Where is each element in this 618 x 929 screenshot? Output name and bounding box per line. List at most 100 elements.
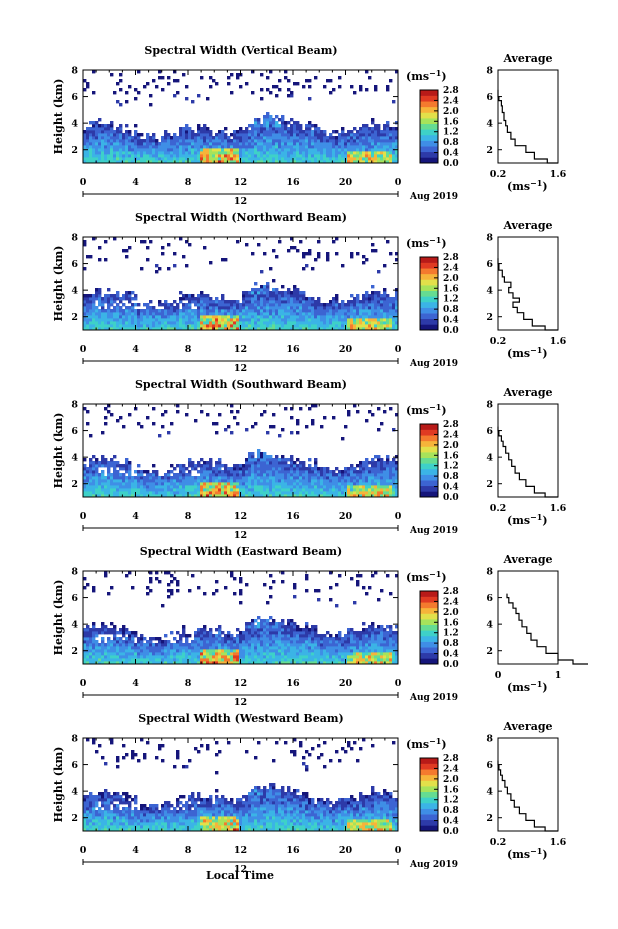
heatmap-cell: [356, 494, 360, 498]
heatmap-cell: [275, 309, 279, 313]
heatmap-cell: [266, 118, 270, 122]
heatmap-cell: [113, 327, 117, 331]
heatmap-cell: [158, 488, 162, 492]
heatmap-cell: [146, 491, 150, 495]
heatmap-cell: [104, 407, 108, 411]
heatmap-cell: [356, 312, 360, 316]
heatmap-cell: [338, 85, 342, 89]
heatmap-cell: [122, 482, 126, 486]
heatmap-cell: [272, 309, 276, 313]
heatmap-cell: [329, 303, 333, 307]
heatmap-cell: [245, 473, 249, 477]
heatmap-cell: [305, 151, 309, 155]
heatmap-cell: [302, 309, 306, 313]
heatmap-cell: [296, 318, 300, 322]
heatmap-cell: [374, 154, 378, 158]
heatmap-cell: [263, 479, 267, 483]
heatmap-cell: [308, 321, 312, 325]
heatmap-cell: [200, 145, 204, 149]
heatmap-cell: [128, 661, 132, 665]
heatmap-cell: [182, 151, 186, 155]
heatmap-cell: [251, 425, 255, 429]
heatmap-cell: [164, 479, 168, 483]
heatmap-cell: [212, 637, 216, 641]
heatmap-cell: [263, 130, 267, 134]
heatmap-cell: [224, 154, 228, 158]
heatmap-cell: [212, 154, 216, 158]
heatmap-cell: [281, 300, 285, 304]
heatmap-cell: [140, 157, 144, 161]
heatmap-cell: [371, 482, 375, 486]
heatmap-cell: [131, 649, 135, 653]
heatmap-cell: [323, 482, 327, 486]
heatmap-cell: [335, 482, 339, 486]
heatmap-cell: [296, 312, 300, 316]
heatmap-cell: [221, 652, 225, 656]
heatmap-cell: [326, 145, 330, 149]
heatmap-cell: [320, 312, 324, 316]
heatmap-cell: [293, 488, 297, 492]
heatmap-cell: [302, 252, 306, 256]
heatmap-cell: [371, 151, 375, 155]
heatmap-cell: [161, 160, 165, 164]
heatmap-cell: [338, 470, 342, 474]
heatmap-cell: [341, 154, 345, 158]
heatmap-cell: [170, 589, 174, 593]
heatmap-cell: [362, 255, 366, 259]
heatmap-cell: [290, 479, 294, 483]
heatmap-cell: [245, 315, 249, 319]
heatmap-cell: [170, 327, 174, 331]
heatmap-cell: [86, 324, 90, 328]
heatmap-cell: [380, 133, 384, 137]
heatmap-cell: [203, 625, 207, 629]
heatmap-cell: [236, 303, 240, 307]
heatmap-cell: [269, 124, 273, 128]
heatmap-cell: [152, 315, 156, 319]
heatmap-cell: [323, 485, 327, 489]
heatmap-cell: [221, 157, 225, 161]
heatmap-cell: [86, 300, 90, 304]
heatmap-cell: [374, 160, 378, 164]
heatmap-cell: [395, 252, 399, 256]
heatmap-cell: [197, 312, 201, 316]
heatmap-cell: [146, 652, 150, 656]
heatmap-cell: [341, 482, 345, 486]
heatmap-cell: [380, 327, 384, 331]
heatmap-cell: [86, 157, 90, 161]
heatmap-cell: [392, 485, 396, 489]
heatmap-cell: [104, 318, 108, 322]
heatmap-cell: [383, 318, 387, 322]
heatmap-cell: [104, 124, 108, 128]
heatmap-cell: [314, 315, 318, 319]
heatmap-cell: [287, 491, 291, 495]
heatmap-cell: [299, 127, 303, 131]
heatmap-cell: [305, 467, 309, 471]
heatmap-cell: [122, 142, 126, 146]
heatmap-cell: [164, 494, 168, 498]
heatmap-cell: [251, 452, 255, 456]
heatmap-cell: [134, 643, 138, 647]
heatmap-cell: [137, 470, 141, 474]
heatmap-cell: [269, 309, 273, 313]
heatmap-cell: [155, 652, 159, 656]
heatmap-cell: [320, 327, 324, 331]
heatmap-cell: [233, 479, 237, 483]
heatmap-cell: [374, 321, 378, 325]
heatmap-cell: [197, 631, 201, 635]
profile-y-tick-label: 4: [486, 286, 493, 297]
heatmap-cell: [230, 148, 234, 152]
heatmap-cell: [92, 318, 96, 322]
heatmap-cell: [239, 139, 243, 143]
heatmap-cell: [206, 306, 210, 310]
heatmap-cell: [95, 479, 99, 483]
heatmap-cell: [176, 476, 180, 480]
heatmap-cell: [266, 431, 270, 435]
heatmap-cell: [83, 300, 87, 304]
heatmap-cell: [224, 136, 228, 140]
heatmap-cell: [314, 139, 318, 143]
heatmap-cell: [101, 154, 105, 158]
heatmap-cell: [248, 628, 252, 632]
heatmap-cell: [113, 637, 117, 641]
heatmap-cell: [92, 622, 96, 626]
heatmap-cell: [308, 473, 312, 477]
